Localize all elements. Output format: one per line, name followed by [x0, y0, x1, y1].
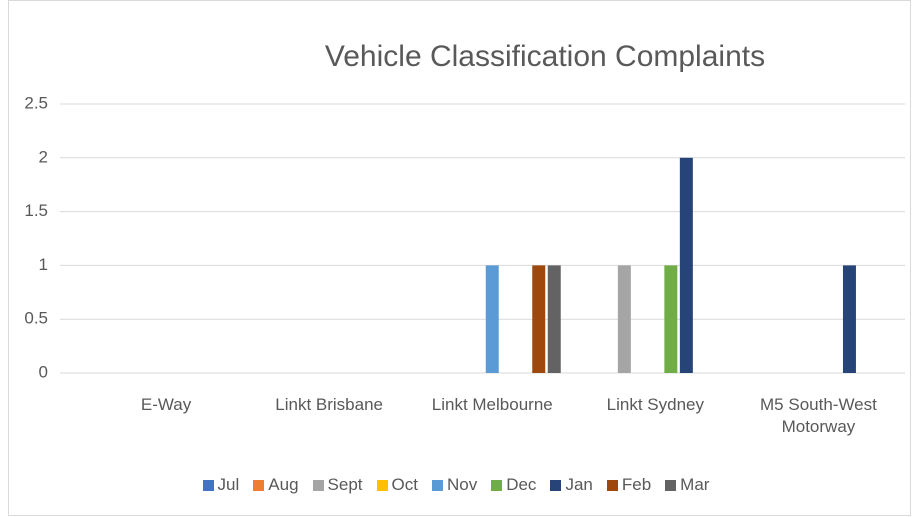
bar [679, 157, 693, 373]
chart-title: Vehicle Classification Complaints [325, 40, 765, 73]
legend-swatch [312, 479, 324, 491]
legend-item: Feb [606, 475, 652, 495]
legend-label: Dec [506, 475, 537, 494]
x-tick-label: M5 South-West Motorway [760, 395, 877, 436]
legend-label: Jul [217, 475, 240, 494]
x-tick-label: Linkt Sydney [606, 395, 705, 414]
bar [532, 265, 546, 373]
bar [664, 265, 678, 373]
legend-item: Jan [550, 475, 593, 495]
bar [485, 265, 499, 373]
legend-swatch [376, 479, 388, 491]
legend-item: Dec [491, 475, 536, 495]
chart-border [8, 0, 911, 516]
legend-swatch [202, 479, 214, 491]
legend-label: Aug [268, 475, 299, 494]
legend-label: Sept [327, 475, 363, 494]
y-tick-label: 0.5 [24, 309, 48, 328]
y-tick-label: 0 [39, 362, 48, 381]
legend-item: Mar [665, 475, 709, 495]
legend-label: Oct [391, 475, 418, 494]
legend-swatch [253, 479, 265, 491]
legend-item: Oct [376, 475, 418, 495]
legend-swatch [550, 479, 562, 491]
y-tick-label: 1 [39, 255, 48, 274]
legend-label: Jan [565, 475, 593, 494]
bar [842, 265, 856, 373]
legend-label: Mar [680, 475, 710, 494]
x-tick-label: Linkt Brisbane [275, 395, 383, 414]
legend-item: Nov [431, 475, 478, 495]
legend-swatch [431, 479, 443, 491]
bar [617, 265, 631, 373]
y-tick-label: 2 [39, 147, 48, 166]
y-tick-label: 2.5 [24, 93, 48, 112]
legend: Jul Aug Sept Oct Nov Dec Jan Feb Mar [0, 475, 912, 495]
x-tick-label: E-Way [140, 395, 192, 414]
legend-swatch [606, 479, 618, 491]
bar [547, 265, 561, 373]
legend-swatch [491, 479, 503, 491]
y-tick-label: 1.5 [24, 201, 48, 220]
legend-label: Nov [446, 475, 478, 494]
legend-swatch [665, 479, 677, 491]
legend-label: Feb [621, 475, 652, 494]
legend-item: Jul [202, 475, 240, 495]
legend-item: Aug [253, 475, 299, 495]
legend-item: Sept [312, 475, 363, 495]
x-tick-label: Linkt Melbourne [431, 395, 553, 414]
